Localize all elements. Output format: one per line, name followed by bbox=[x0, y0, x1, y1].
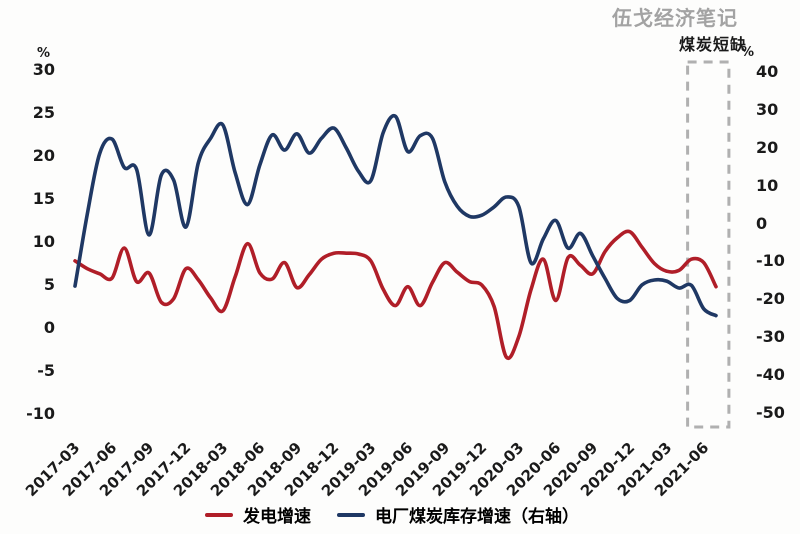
highlight-dashed-box bbox=[686, 60, 731, 429]
right-axis-tick--30: -30 bbox=[756, 327, 785, 347]
legend-label-power-generation: 发电增速 bbox=[243, 507, 311, 527]
coal-shortage-annotation: 煤炭短缺 bbox=[678, 35, 747, 54]
right-axis-tick--10: -10 bbox=[756, 251, 785, 271]
right-axis-tick-10: 10 bbox=[756, 175, 779, 195]
right-axis-tick-30: 30 bbox=[756, 99, 779, 119]
left-axis-tick-10: 10 bbox=[32, 232, 55, 251]
watermark-title: 伍戈经济笔记 bbox=[612, 6, 738, 30]
left-axis-tick--5: -5 bbox=[37, 361, 55, 380]
legend-swatch-coal-inventory bbox=[337, 512, 365, 517]
left-axis-unit: % bbox=[37, 46, 51, 61]
left-axis-tick-5: 5 bbox=[43, 275, 55, 294]
left-axis-tick-25: 25 bbox=[32, 103, 55, 122]
right-axis-tick-40: 40 bbox=[756, 62, 779, 81]
right-axis-tick--40: -40 bbox=[756, 365, 785, 385]
series-line-coal-inventory bbox=[73, 113, 718, 318]
left-axis-tick-0: 0 bbox=[43, 318, 55, 337]
right-axis-tick--50: -50 bbox=[756, 403, 785, 422]
left-axis-tick-30: 30 bbox=[32, 60, 55, 79]
right-axis-unit: % bbox=[741, 45, 755, 60]
left-axis-tick--10: -10 bbox=[26, 404, 55, 423]
series-line-power-generation bbox=[73, 229, 718, 361]
right-axis-tick--20: -20 bbox=[756, 289, 785, 309]
right-axis-tick-20: 20 bbox=[756, 137, 779, 157]
left-axis-tick-15: 15 bbox=[32, 189, 55, 208]
legend-swatch-power-generation bbox=[205, 512, 233, 517]
right-axis-tick-0: 0 bbox=[756, 213, 768, 233]
legend-label-coal-inventory: 电厂煤炭库存增速（右轴） bbox=[375, 507, 579, 527]
legend: 发电增速 电厂煤炭库存增速（右轴） bbox=[0, 502, 800, 527]
left-axis-tick-20: 20 bbox=[32, 146, 55, 165]
